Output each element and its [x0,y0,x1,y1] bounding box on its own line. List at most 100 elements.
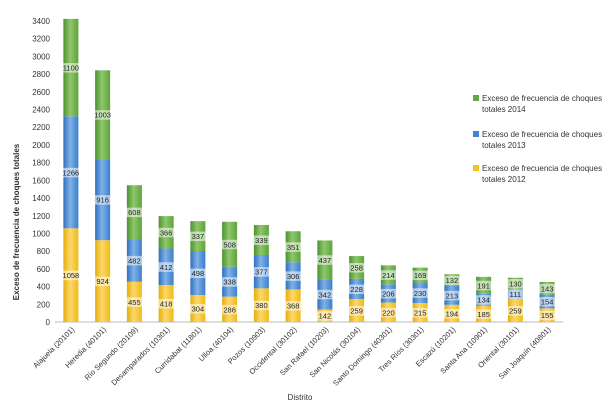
data-label: 154 [541,297,554,306]
data-label: 455 [128,298,141,307]
data-label: 342 [319,290,332,299]
data-label-bg [347,306,366,316]
data-label: 214 [382,271,395,280]
y-tick-label: 2200 [32,123,50,132]
data-label: 366 [160,228,173,237]
data-label: 498 [192,269,205,278]
data-label-bg [220,239,239,250]
data-label-bg [506,289,525,300]
y-tick-label: 1200 [32,212,50,221]
data-label: 142 [319,312,332,321]
bars: 1058 1266 1100 924 916 1003 455 482 608 418 412 366… [61,18,557,322]
data-label: 259 [350,307,363,316]
y-tick-label: 600 [37,265,51,274]
data-label: 130 [509,279,522,288]
x-tick-label: Santo Domingo (40301) [331,325,394,388]
data-label-bg [379,307,398,318]
data-label: 412 [160,263,173,272]
data-label: 337 [192,232,205,241]
data-label-bg [538,283,557,294]
data-label-bg [93,276,112,287]
data-label: 482 [128,256,141,265]
data-label-bg [347,262,366,273]
data-label-bg [347,284,366,294]
data-label: 306 [287,272,300,281]
data-label-bg [506,306,525,316]
data-label-bg [252,267,271,277]
data-label-bg [188,304,207,314]
data-label-bg [315,255,334,265]
data-label-bg [474,280,493,291]
data-label-bg [442,308,461,319]
data-label-bg [220,304,239,315]
legend-swatch [473,131,479,137]
legend-swatch [473,165,479,171]
y-tick-label: 1800 [32,159,50,168]
data-label: 230 [414,289,427,298]
data-label-bg [538,310,557,321]
data-label-bg [252,235,271,245]
y-tick-label: 1400 [32,194,50,203]
data-label-bg [538,296,557,307]
data-label: 1058 [63,271,80,280]
data-label: 351 [287,243,300,252]
data-label: 286 [223,305,236,314]
y-tick-label: 1000 [32,229,50,238]
legend-label: Exceso de frecuencia de choques totales 2… [482,164,602,184]
data-label: 304 [192,305,205,314]
data-label-bg [125,255,144,266]
data-label: 339 [255,236,268,245]
y-tick-label: 3200 [32,35,50,44]
y-tick-label: 2400 [32,106,50,115]
data-label: 338 [223,278,236,287]
y-tick-label: 2000 [32,141,50,150]
x-tick-label: Desamparados (10301) [109,325,171,387]
data-label: 1266 [63,168,80,177]
data-label: 191 [477,281,490,290]
data-label-bg [252,300,271,311]
data-label: 916 [96,196,109,205]
legend-label: Exceso de frecuencia de choques totales 2… [482,130,602,150]
data-label-bg [157,227,176,238]
y-axis-title: Exceso de frecuencia de choques totales [12,143,21,300]
data-label-bg [506,278,525,289]
data-label-bg [411,270,430,281]
data-label-bg [284,301,303,311]
data-label: 134 [477,296,490,305]
data-label: 111 [510,290,521,299]
legend: Exceso de frecuencia de choques totales 2… [473,94,602,184]
data-label: 924 [96,277,109,286]
data-label: 368 [287,302,300,311]
y-tick-label: 0 [46,318,51,327]
data-label-bg [93,110,112,120]
y-tick-label: 800 [37,247,51,256]
data-label: 220 [382,308,395,317]
data-label-bg [188,231,207,242]
data-label-bg [411,307,430,318]
data-label: 608 [128,208,141,217]
y-tick-label: 200 [37,300,51,309]
data-label-bg [315,289,334,300]
data-label-bg [315,311,334,321]
data-label-bg [442,275,461,286]
data-label: 155 [541,311,554,320]
data-label: 213 [446,291,459,300]
y-tick-label: 3400 [32,17,50,26]
data-label: 215 [414,308,427,317]
data-label-bg [125,297,144,307]
data-label: 185 [477,310,490,319]
y-tick-label: 400 [37,283,51,292]
data-label-bg [157,262,176,272]
data-label-bg [220,277,239,287]
data-label: 1100 [63,64,79,73]
data-label: 377 [255,268,268,277]
data-label-bg [157,298,176,309]
data-label-bg [474,309,493,319]
data-label-bg [125,207,144,218]
data-label-bg [61,270,80,281]
data-label: 194 [446,309,459,318]
data-label-bg [379,288,398,299]
data-label-bg [379,270,398,280]
